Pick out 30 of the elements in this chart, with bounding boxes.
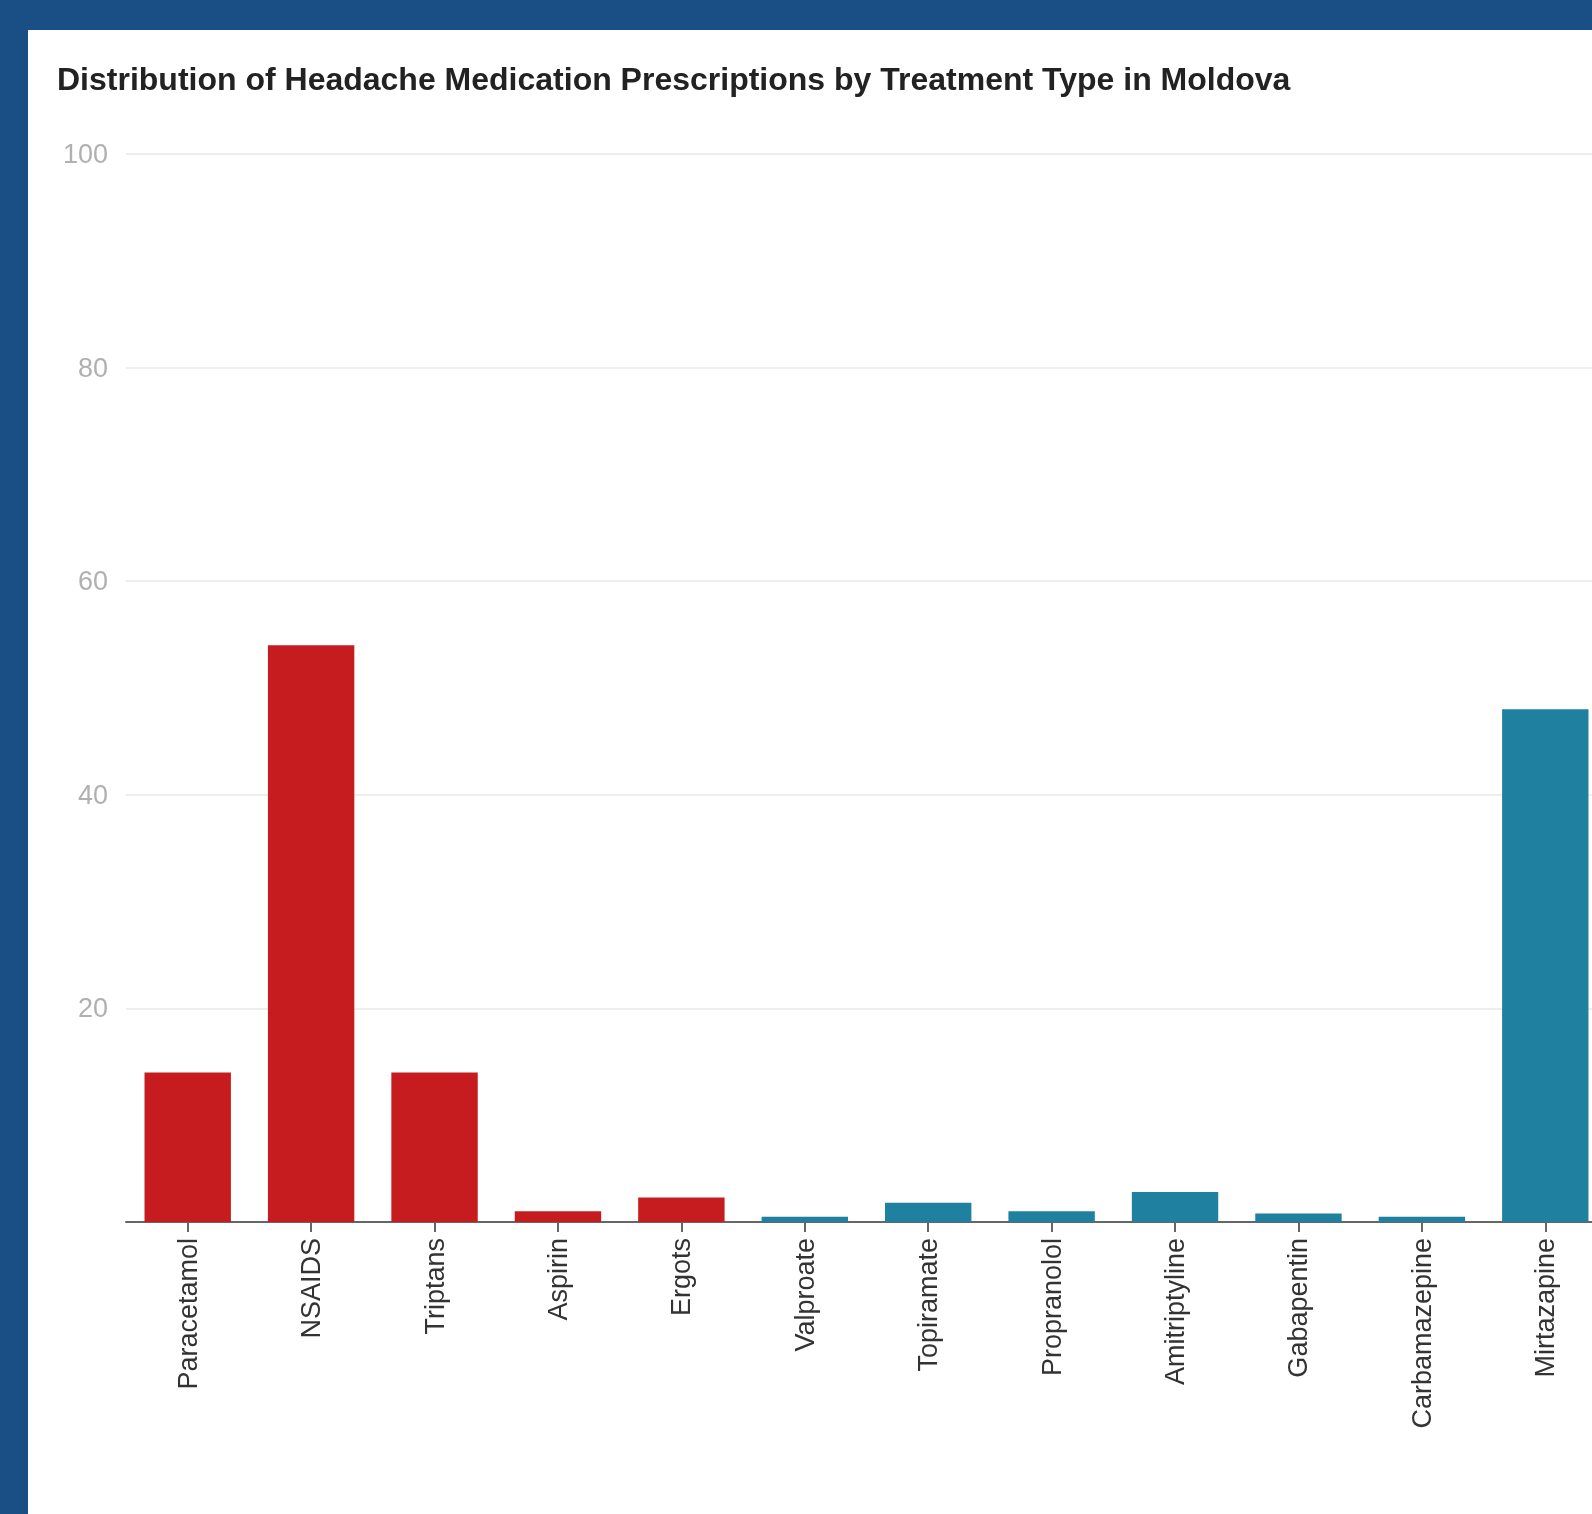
bar — [638, 1197, 725, 1222]
x-tick-label: Topiramate — [913, 1238, 944, 1372]
x-tick-label: Triptans — [419, 1238, 450, 1335]
bar — [885, 1202, 972, 1222]
y-tick-label: 40 — [77, 779, 108, 810]
bar — [1008, 1211, 1095, 1222]
bar — [144, 1072, 231, 1222]
y-tick-label: 60 — [77, 566, 108, 597]
x-tick-label: Carbamazepine — [1406, 1238, 1437, 1429]
x-tick-label: Propranolol — [1036, 1238, 1067, 1377]
chart-title: Distribution of Headache Medication Prescriptions by Treatment Type in Moldova — [57, 61, 1291, 97]
bar — [267, 645, 355, 1222]
bar — [1255, 1213, 1342, 1222]
bar — [391, 1072, 478, 1222]
bar — [1502, 709, 1589, 1222]
bar — [1131, 1192, 1219, 1222]
bar — [514, 1211, 602, 1222]
x-tick-label: Valproate — [789, 1238, 820, 1352]
x-tick-label: Amitriptyline — [1160, 1238, 1191, 1386]
bar — [761, 1216, 848, 1222]
bar — [1378, 1216, 1466, 1222]
x-tick-label: Gabapentin — [1283, 1238, 1314, 1378]
x-tick-label: Mirtazapine — [1530, 1238, 1561, 1378]
y-tick-label: 80 — [77, 352, 108, 383]
x-tick-label: Paracetamol — [172, 1238, 203, 1390]
x-tick-label: Ergots — [666, 1238, 697, 1317]
y-tick-label: 20 — [77, 993, 108, 1024]
y-tick-label: 100 — [62, 139, 108, 169]
x-tick-label: NSAIDS — [296, 1238, 327, 1339]
x-tick-label: Aspirin — [542, 1238, 573, 1321]
